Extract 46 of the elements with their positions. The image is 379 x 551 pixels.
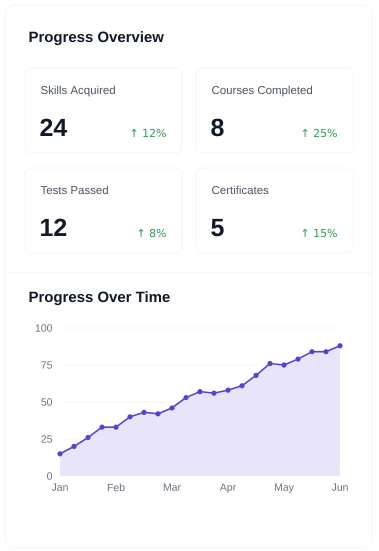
text: ↑ 25% bbox=[302, 128, 337, 138]
category-label: Courses Completed bbox=[212, 86, 312, 96]
x-tick-label: Jan bbox=[52, 484, 68, 491]
point bbox=[309, 349, 315, 354]
category-label: Tests Passed bbox=[40, 186, 108, 194]
y-tick-label: 75 bbox=[41, 361, 52, 369]
point bbox=[253, 372, 259, 378]
point bbox=[225, 388, 231, 393]
y-tick-label: 50 bbox=[41, 398, 52, 406]
text: Progress Overview bbox=[30, 31, 164, 46]
point bbox=[113, 424, 119, 430]
point bbox=[127, 414, 133, 420]
point bbox=[71, 444, 77, 449]
chart-title: Progress Over Time bbox=[30, 291, 170, 306]
data-label: 24 bbox=[40, 118, 68, 136]
point bbox=[155, 411, 161, 416]
point bbox=[295, 356, 301, 362]
x-tick-label: Mar bbox=[164, 484, 181, 491]
point bbox=[323, 349, 329, 354]
y-tick-label: 0 bbox=[47, 472, 52, 480]
data-label: 5 bbox=[211, 218, 224, 236]
category-label: Certificates bbox=[212, 186, 268, 194]
category-label: Skills Acquired bbox=[41, 86, 115, 96]
x-tick-label: May bbox=[274, 484, 294, 493]
point bbox=[337, 343, 343, 348]
point bbox=[57, 451, 63, 456]
point bbox=[197, 389, 203, 394]
point bbox=[141, 410, 147, 415]
x-tick-label: Apr bbox=[220, 484, 236, 493]
point bbox=[85, 434, 91, 440]
text: ↑ 8% bbox=[138, 228, 166, 238]
point bbox=[183, 394, 189, 400]
point bbox=[99, 424, 105, 430]
text: ↑ 12% bbox=[132, 128, 166, 138]
point bbox=[211, 390, 217, 396]
text: ↑ 15% bbox=[302, 228, 337, 238]
x-tick-label: Jun bbox=[332, 484, 348, 491]
point bbox=[267, 360, 273, 366]
data-label: 12 bbox=[41, 218, 66, 236]
x-tick-label: Feb bbox=[108, 484, 125, 492]
y-tick-label: 100 bbox=[36, 324, 52, 332]
y-tick-label: 25 bbox=[41, 435, 52, 443]
point bbox=[281, 362, 287, 368]
data-label: 8 bbox=[211, 118, 224, 136]
point bbox=[239, 383, 245, 388]
point bbox=[169, 405, 175, 411]
